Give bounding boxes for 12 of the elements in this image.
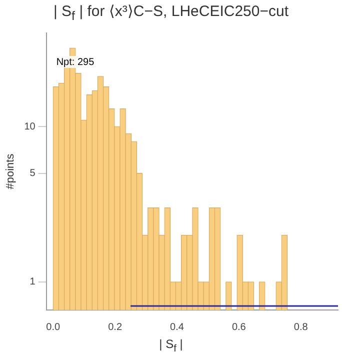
- x-tick-label: 0.6: [232, 322, 246, 333]
- x-tick-label: 0.0: [46, 322, 61, 333]
- x-tick-label: 0.8: [294, 322, 308, 333]
- y-tick-label: 10: [24, 121, 36, 132]
- y-tick-label: 5: [30, 168, 36, 180]
- x-tick-label: 0.4: [170, 322, 184, 333]
- x-axis-title: | S$_{f}$ |: [158, 336, 184, 356]
- annotation: Npt: 295: [56, 56, 95, 68]
- chart-title: | S$_{f}$ | for ⟨x³⟩C−S, LHeCEIC250−cut: [52, 2, 290, 24]
- y-axis-title: #points: [4, 153, 17, 190]
- y-tick-label: 1: [30, 276, 36, 288]
- x-tick-label: 0.2: [108, 322, 122, 333]
